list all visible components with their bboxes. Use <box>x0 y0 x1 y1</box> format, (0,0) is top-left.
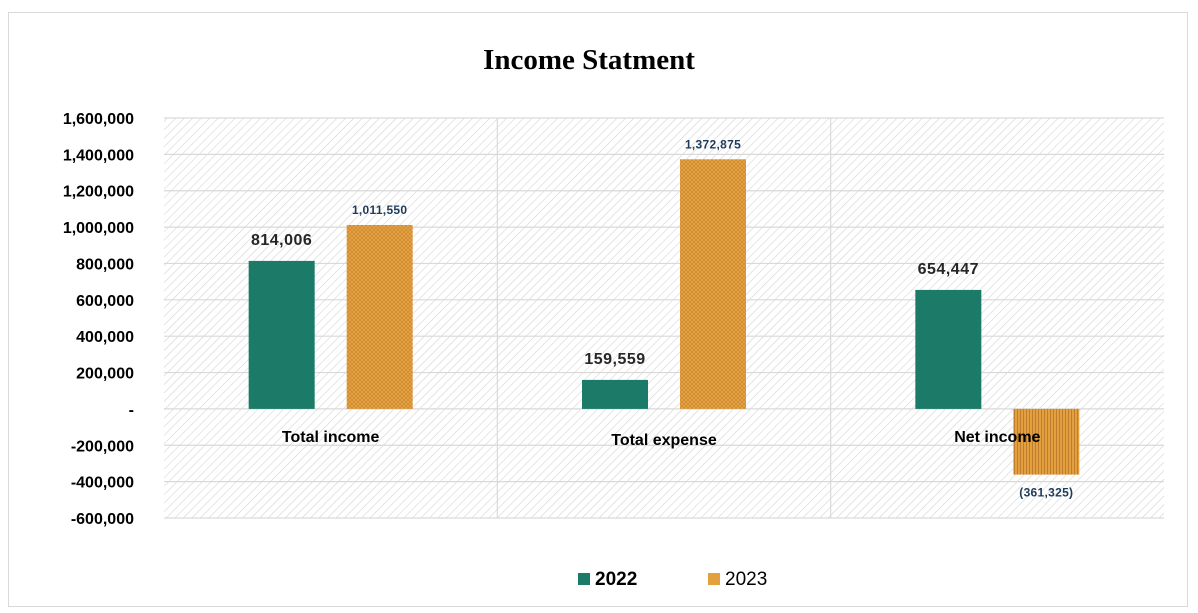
category-label: Total expense <box>611 432 717 449</box>
bar-2023-net-income <box>1013 408 1080 475</box>
data-label-2022: 814,006 <box>251 232 312 249</box>
y-tick-label: 600,000 <box>76 293 134 310</box>
data-labels: 814,006 1,011,550 159,559 1,372,875 654,447 (… <box>251 137 1073 499</box>
chart-frame: Income Statment 1,600,000 1,400,000 1,200,… <box>8 12 1188 607</box>
data-label-2023: 1,372,875 <box>685 137 741 151</box>
data-label-2023: 1,011,550 <box>352 203 407 217</box>
bars <box>248 159 1080 475</box>
bar-2023-total-income <box>346 224 413 409</box>
bar-2023-total-expense <box>680 159 746 409</box>
category-label: Net income <box>954 429 1040 446</box>
y-tick-label: 1,200,000 <box>63 184 134 201</box>
y-tick-label: -400,000 <box>71 475 134 492</box>
y-tick-label: 800,000 <box>76 256 134 273</box>
legend-swatch-2023 <box>708 573 720 585</box>
data-label-2022: 654,447 <box>918 261 979 278</box>
category-labels: Total income Total expense Net income <box>282 429 1041 449</box>
bar-2022-total-income <box>248 260 315 409</box>
chart-title: Income Statment <box>483 44 695 76</box>
y-tick-label: 400,000 <box>76 329 134 346</box>
y-tick-label: 200,000 <box>76 366 134 383</box>
bar-2022-net-income <box>915 289 982 409</box>
data-label-2022: 159,559 <box>584 351 645 368</box>
legend-label-2023: 2023 <box>725 569 767 590</box>
y-tick-label: 1,600,000 <box>63 111 134 128</box>
legend-label-2022: 2022 <box>595 569 637 590</box>
y-tick-label: -600,000 <box>71 511 134 528</box>
y-tick-label: -200,000 <box>71 438 134 455</box>
y-tick-label: 1,400,000 <box>63 147 134 164</box>
y-tick-label: - <box>129 402 134 419</box>
y-tick-label: 1,000,000 <box>63 220 134 237</box>
income-statement-chart: Income Statment 1,600,000 1,400,000 1,200,… <box>63 44 1164 590</box>
bar-2022-total-expense <box>582 379 648 409</box>
legend: 2022 2023 <box>578 569 767 590</box>
gridlines <box>164 117 1164 519</box>
y-axis-ticks: 1,600,000 1,400,000 1,200,000 1,000,000 800,… <box>63 111 134 528</box>
plot-area <box>164 118 1164 518</box>
data-label-2023: (361,325) <box>1019 486 1073 500</box>
legend-swatch-2022 <box>578 573 590 585</box>
category-label: Total income <box>282 429 380 446</box>
